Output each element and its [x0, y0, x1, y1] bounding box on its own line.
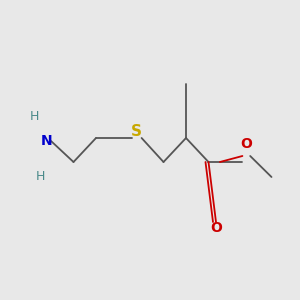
Text: H: H: [30, 110, 39, 124]
Text: O: O: [210, 221, 222, 235]
Text: H: H: [36, 170, 45, 184]
Text: S: S: [131, 124, 142, 140]
Text: N: N: [41, 134, 52, 148]
Text: O: O: [240, 137, 252, 151]
